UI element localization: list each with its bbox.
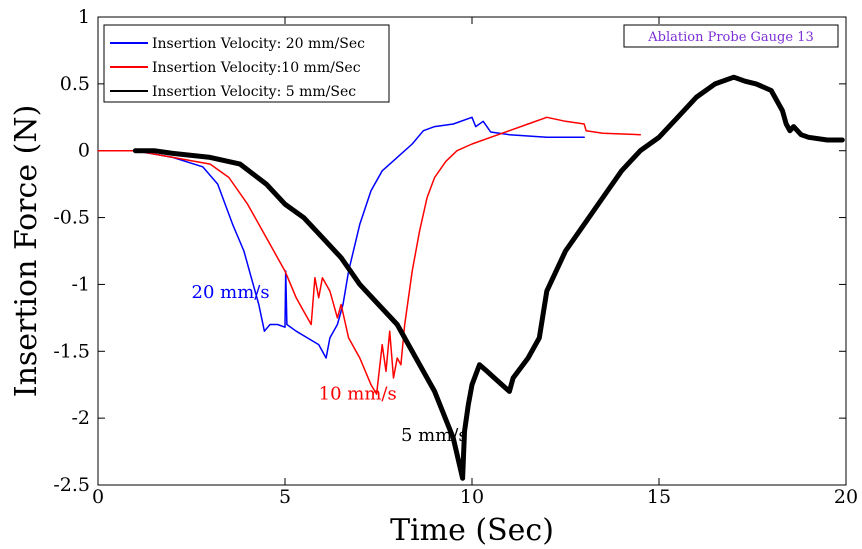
legend-entry-1: Insertion Velocity: 20 mm/Sec [152,36,365,52]
x-tick-label: 5 [279,486,291,508]
y-tick-label: -2 [71,407,90,429]
series-line-3 [132,74,845,481]
annotation-label: 10 mm/s [319,383,397,404]
y-axis-ticks: 1 0.5 0 -0.5 -1 -1.5 -2 -2.5 [53,6,846,496]
annotation-label: 20 mm/s [192,282,270,303]
annotation-label: 5 mm/s [401,425,468,446]
legend-entry-3: Insertion Velocity: 5 mm/Sec [152,84,356,100]
y-tick-label: -2.5 [53,474,90,496]
y-tick-label: 1 [78,6,90,28]
x-tick-label: 10 [460,486,484,508]
legend-entry-2: Insertion Velocity:10 mm/Sec [152,60,361,76]
y-tick-label: -1.5 [53,340,90,362]
series-line-2 [97,116,642,395]
plot-title-border [623,24,839,48]
y-axis-title: Insertion Force (N) [9,105,44,398]
x-tick-label: 15 [647,486,671,508]
y-tick-label: 0.5 [60,73,90,95]
x-tick-label: 20 [834,486,858,508]
legend-box [103,24,390,103]
plot-title-box: Ablation Probe Gauge 13 [623,24,839,48]
x-axis-ticks: 0 5 10 15 20 [92,17,858,508]
annotation-layer: 20 mm/s 10 mm/s5 mm/s [192,282,468,446]
series-line-1 [97,116,585,359]
x-axis-title: Time (Sec) [390,513,554,548]
plot-title: Ablation Probe Gauge 13 [647,30,813,45]
x-tick-label: 0 [92,486,104,508]
y-tick-label: -1 [71,273,90,295]
y-tick-label: 0 [78,140,90,162]
legend: Insertion Velocity: 20 mm/Sec Insertion … [103,24,390,103]
series-layer [97,74,845,481]
y-tick-label: -0.5 [53,207,90,229]
